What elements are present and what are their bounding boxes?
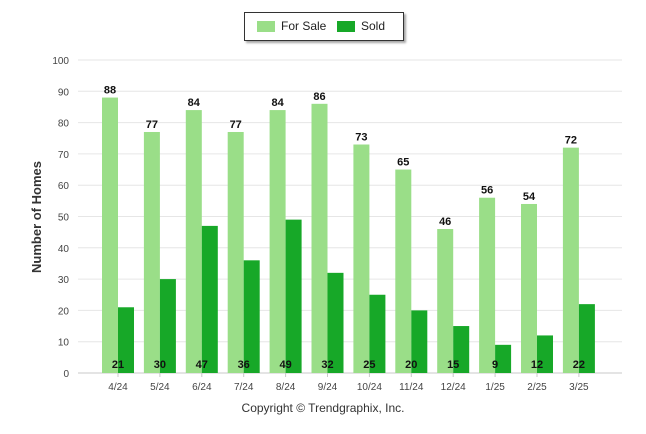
data-label-for-sale: 77	[146, 119, 158, 131]
data-label-for-sale: 72	[565, 135, 577, 147]
x-axis-ticks: 4/24 5/24 6/24 7/24 8/24 9/24 10/24 11/24 12/24 1…	[108, 373, 589, 393]
data-label-sold: 32	[321, 359, 333, 371]
data-label-sold: 30	[154, 359, 166, 371]
data-label-for-sale: 46	[439, 216, 451, 228]
data-label-for-sale: 73	[355, 132, 367, 144]
x-tick-label: 4/24	[108, 382, 128, 393]
data-label-sold: 20	[405, 359, 417, 371]
legend-swatch-for-sale	[257, 21, 275, 32]
bar-for-sale	[353, 144, 370, 373]
x-tick-label: 9/24	[318, 382, 338, 393]
x-tick-label: 7/24	[234, 382, 254, 393]
bar-for-sale	[479, 197, 496, 373]
y-tick-label: 80	[58, 119, 70, 130]
y-tick-label: 0	[63, 369, 69, 380]
bar-sold	[243, 260, 260, 373]
bar-sold	[201, 225, 218, 373]
data-label-for-sale: 65	[397, 157, 409, 169]
y-tick-label: 90	[58, 87, 70, 98]
data-label-sold: 21	[112, 359, 124, 371]
legend-label-for-sale: For Sale	[281, 19, 327, 33]
bar-sold	[159, 279, 176, 373]
bar-sold	[411, 310, 428, 373]
data-label-sold: 25	[363, 359, 375, 371]
data-label-for-sale: 86	[313, 91, 325, 103]
bar-for-sale	[437, 229, 454, 373]
bar-for-sale	[311, 103, 328, 373]
x-tick-label: 12/24	[441, 382, 466, 393]
data-label-sold: 47	[196, 359, 208, 371]
x-tick-label: 1/25	[485, 382, 505, 393]
data-label-for-sale: 77	[230, 119, 242, 131]
y-tick-label: 20	[58, 306, 70, 317]
x-tick-label: 11/24	[399, 382, 424, 393]
bar-for-sale	[102, 97, 118, 373]
data-label-sold: 22	[573, 359, 585, 371]
bar-for-sale	[562, 147, 579, 373]
bar-for-sale	[143, 131, 160, 373]
y-tick-label: 50	[58, 213, 70, 224]
y-tick-label: 10	[58, 338, 70, 349]
bar-sold	[495, 344, 512, 373]
y-tick-label: 30	[58, 275, 70, 286]
x-tick-label: 5/24	[150, 382, 170, 393]
data-label-for-sale: 88	[104, 85, 116, 97]
y-tick-label: 70	[58, 150, 70, 161]
y-tick-label: 40	[58, 244, 70, 255]
legend-label-sold: Sold	[361, 19, 386, 33]
bar-sold	[327, 272, 344, 373]
x-tick-label: 2/25	[527, 382, 547, 393]
copyright-footer: Copyright © Trendgraphix, Inc.	[241, 401, 405, 415]
data-label-sold: 36	[238, 359, 250, 371]
y-tick-label: 100	[52, 56, 69, 67]
data-label-for-sale: 84	[188, 97, 201, 109]
bar-sold	[118, 307, 134, 373]
y-axis-ticks: 0 10 20 30 40 50 60 70 80 90 100	[52, 56, 69, 380]
data-label-for-sale: 56	[481, 185, 493, 197]
legend: For Sale Sold	[244, 12, 404, 41]
data-label-sold: 49	[279, 359, 291, 371]
bar-sold	[369, 294, 386, 373]
data-label-for-sale: 54	[523, 191, 536, 203]
bar-sold	[537, 335, 553, 373]
data-label-for-sale: 84	[271, 97, 284, 109]
data-labels: 88 21 77 30 84 47 77 36 84 49 86 32 73 25 65 20 46 15 56 9 5…	[104, 85, 585, 371]
data-label-sold: 12	[531, 359, 543, 371]
bar-for-sale	[227, 131, 244, 373]
bar-for-sale	[521, 203, 537, 373]
data-label-sold: 15	[447, 359, 459, 371]
bar-for-sale	[395, 169, 412, 373]
bar-for-sale	[185, 110, 202, 373]
bar-sold	[453, 326, 470, 373]
bar-sold	[285, 219, 302, 373]
x-tick-label: 8/24	[276, 382, 296, 393]
x-tick-label: 10/24	[357, 382, 382, 393]
x-tick-label: 6/24	[192, 382, 212, 393]
y-axis-title: Number of Homes	[29, 161, 44, 273]
legend-swatch-sold	[337, 21, 355, 32]
x-tick-label: 3/25	[569, 382, 589, 393]
bar-for-sale	[269, 110, 286, 373]
bar-sold	[578, 304, 595, 373]
y-tick-label: 60	[58, 181, 70, 192]
bars	[102, 97, 595, 373]
data-label-sold: 9	[492, 359, 498, 371]
